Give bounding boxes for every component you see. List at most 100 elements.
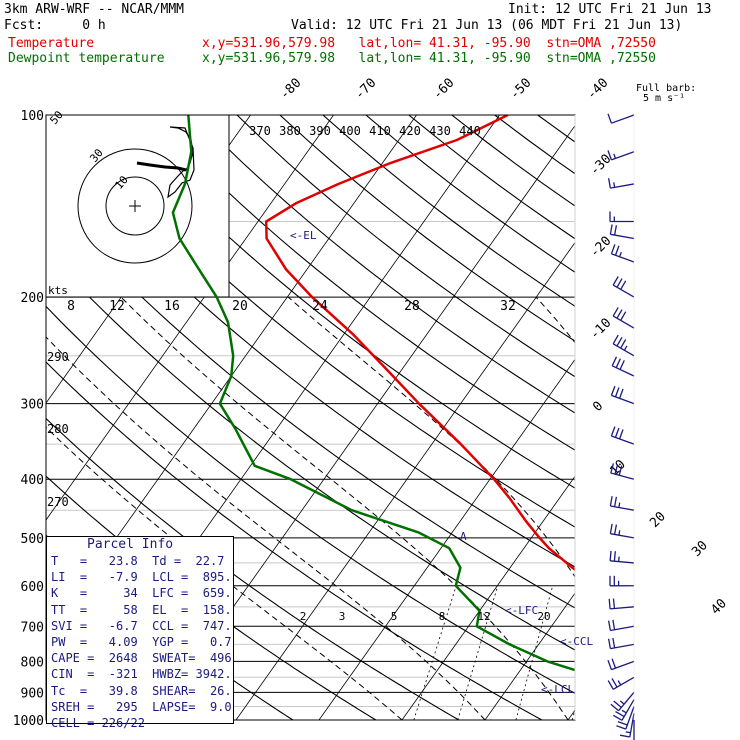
wind-barb bbox=[607, 150, 635, 161]
dry-adiabat bbox=[150, 115, 575, 451]
isotherm-label: -70 bbox=[352, 76, 379, 103]
theta-e-label: 370 bbox=[249, 124, 271, 138]
wind-barb bbox=[610, 691, 635, 712]
isotherm-label: -20 bbox=[587, 234, 614, 261]
dry-adiabat bbox=[46, 417, 460, 720]
dry-adiabat bbox=[581, 115, 740, 733]
wind-barb-flag bbox=[618, 251, 622, 258]
pressure-tick-label: 400 bbox=[21, 473, 44, 488]
dewpoint-profile bbox=[171, 115, 575, 672]
forecast-hour: Fcst: 0 h bbox=[4, 18, 106, 33]
pressure-tick-label: 600 bbox=[21, 580, 44, 595]
temperature-legend: Temperature bbox=[8, 36, 95, 51]
isotherm-label: 0 bbox=[590, 399, 606, 415]
wind-barb-flag bbox=[615, 711, 625, 718]
wind-barb bbox=[609, 211, 635, 223]
wind-barb bbox=[609, 496, 635, 511]
isotherm-label: -10 bbox=[587, 316, 614, 343]
dry-adiabat bbox=[46, 143, 575, 568]
wind-barb bbox=[609, 523, 635, 539]
isotherm-line bbox=[401, 475, 575, 720]
dry-adiabat bbox=[46, 305, 575, 694]
mixing-ratio-label: 20 bbox=[537, 610, 550, 623]
wind-barb bbox=[610, 244, 635, 263]
dewpoint-location: x,y=531.96,579.98 lat,lon= 41.31, -95.90… bbox=[202, 51, 656, 66]
wind-barb bbox=[610, 426, 635, 445]
wind-barb-flag bbox=[616, 336, 623, 347]
wind-barb bbox=[611, 356, 635, 377]
dry-adiabat bbox=[46, 250, 575, 651]
wind-barb-staff bbox=[610, 643, 635, 650]
wind-barb bbox=[610, 463, 635, 480]
pressure-tick-label: 900 bbox=[21, 686, 44, 701]
wind-barb bbox=[607, 658, 635, 671]
temperature-profile bbox=[264, 115, 575, 572]
parcel-level-annotation: <-CCL bbox=[560, 635, 593, 648]
dry-adiabat bbox=[46, 196, 575, 609]
wind-barb-staff bbox=[612, 315, 635, 329]
wind-barb-flag bbox=[618, 465, 623, 476]
theta-e-label: 440 bbox=[459, 124, 481, 138]
wind-barb-flag bbox=[607, 659, 613, 670]
theta-e-label: 400 bbox=[339, 124, 361, 138]
dry-adiabat bbox=[365, 115, 575, 273]
pressure-tick-label: 800 bbox=[21, 655, 44, 670]
dry-adiabat bbox=[494, 115, 575, 175]
mixing-ratio-label: 5 bbox=[391, 610, 398, 623]
wind-barb-flag bbox=[625, 731, 631, 734]
wind-barb-flag bbox=[613, 524, 618, 535]
wind-barb-flag bbox=[613, 153, 617, 159]
dry-adiabat bbox=[236, 115, 575, 378]
isotherm-line bbox=[651, 115, 740, 720]
pressure-tick-label: 100 bbox=[21, 109, 44, 124]
hodograph-ring bbox=[77, 148, 193, 264]
wind-barb-staff bbox=[610, 560, 635, 564]
hodograph-ring bbox=[105, 176, 165, 236]
parcel-level-annotation: <-LFC bbox=[505, 604, 538, 617]
init-time: Init: 12 UTC Fri 21 Jun 13 bbox=[508, 2, 712, 17]
hodograph-lowlevel-trace bbox=[136, 161, 187, 172]
wind-barb-flag bbox=[617, 720, 628, 726]
isotherm-line bbox=[0, 115, 2, 720]
wind-barb bbox=[610, 385, 635, 405]
wind-barb bbox=[612, 276, 635, 298]
pressure-tick-label: 1000 bbox=[13, 714, 44, 729]
parcel-row-tt: TT = 58 EL = 158. bbox=[51, 602, 232, 617]
wind-barb-flag bbox=[618, 530, 621, 536]
mixing-ratio-line bbox=[457, 585, 499, 720]
dry-adiabat bbox=[279, 115, 575, 342]
dry-adiabat bbox=[451, 115, 575, 207]
wind-barb-flag bbox=[618, 502, 621, 508]
wind-barb-flag bbox=[612, 598, 616, 609]
wind-barb-flag bbox=[616, 725, 627, 730]
wind-barb bbox=[607, 676, 635, 690]
parcel-row-svi: SVI = -6.7 CCL = 747. bbox=[51, 618, 232, 633]
wind-barb bbox=[612, 334, 635, 357]
theta-label: 290 bbox=[47, 350, 69, 364]
wind-barb-flag bbox=[614, 427, 620, 438]
wind-barb-staff bbox=[612, 676, 635, 690]
wind-barb bbox=[616, 706, 635, 730]
wind-barb-flag bbox=[612, 619, 616, 630]
wind-barb-flag bbox=[617, 680, 622, 686]
wind-barb-staff bbox=[610, 233, 635, 240]
isotherm-line bbox=[734, 115, 740, 720]
wind-barb-flag bbox=[609, 523, 613, 534]
wind-barb bbox=[607, 113, 635, 124]
dry-adiabat bbox=[624, 115, 740, 733]
wind-barb bbox=[607, 178, 635, 189]
wind-barb-flag bbox=[609, 224, 613, 235]
parcel-row-pw: PW = 4.09 YGP = 0.7 bbox=[51, 635, 232, 650]
wind-barb-flag bbox=[607, 150, 613, 161]
parcel-row-tc: Tc = 39.8 SHEAR= 26. bbox=[51, 683, 232, 698]
parcel-row-t: T = 23.8 Td = 22.7 bbox=[51, 554, 225, 568]
pressure-tick-label: 700 bbox=[21, 620, 44, 635]
barb-note-line1: Full barb: bbox=[636, 83, 697, 94]
isotherm-label: 20 bbox=[647, 509, 669, 531]
valid-time: Valid: 12 UTC Fri 21 Jun 13 (06 MDT Fri … bbox=[291, 18, 683, 33]
parcel-row-sreh: SREH = 295 LAPSE= 9.0 bbox=[51, 699, 232, 714]
wind-barb-flag bbox=[610, 463, 615, 474]
isotherm-label: -50 bbox=[507, 76, 534, 103]
wind-barb-flag bbox=[613, 182, 616, 188]
